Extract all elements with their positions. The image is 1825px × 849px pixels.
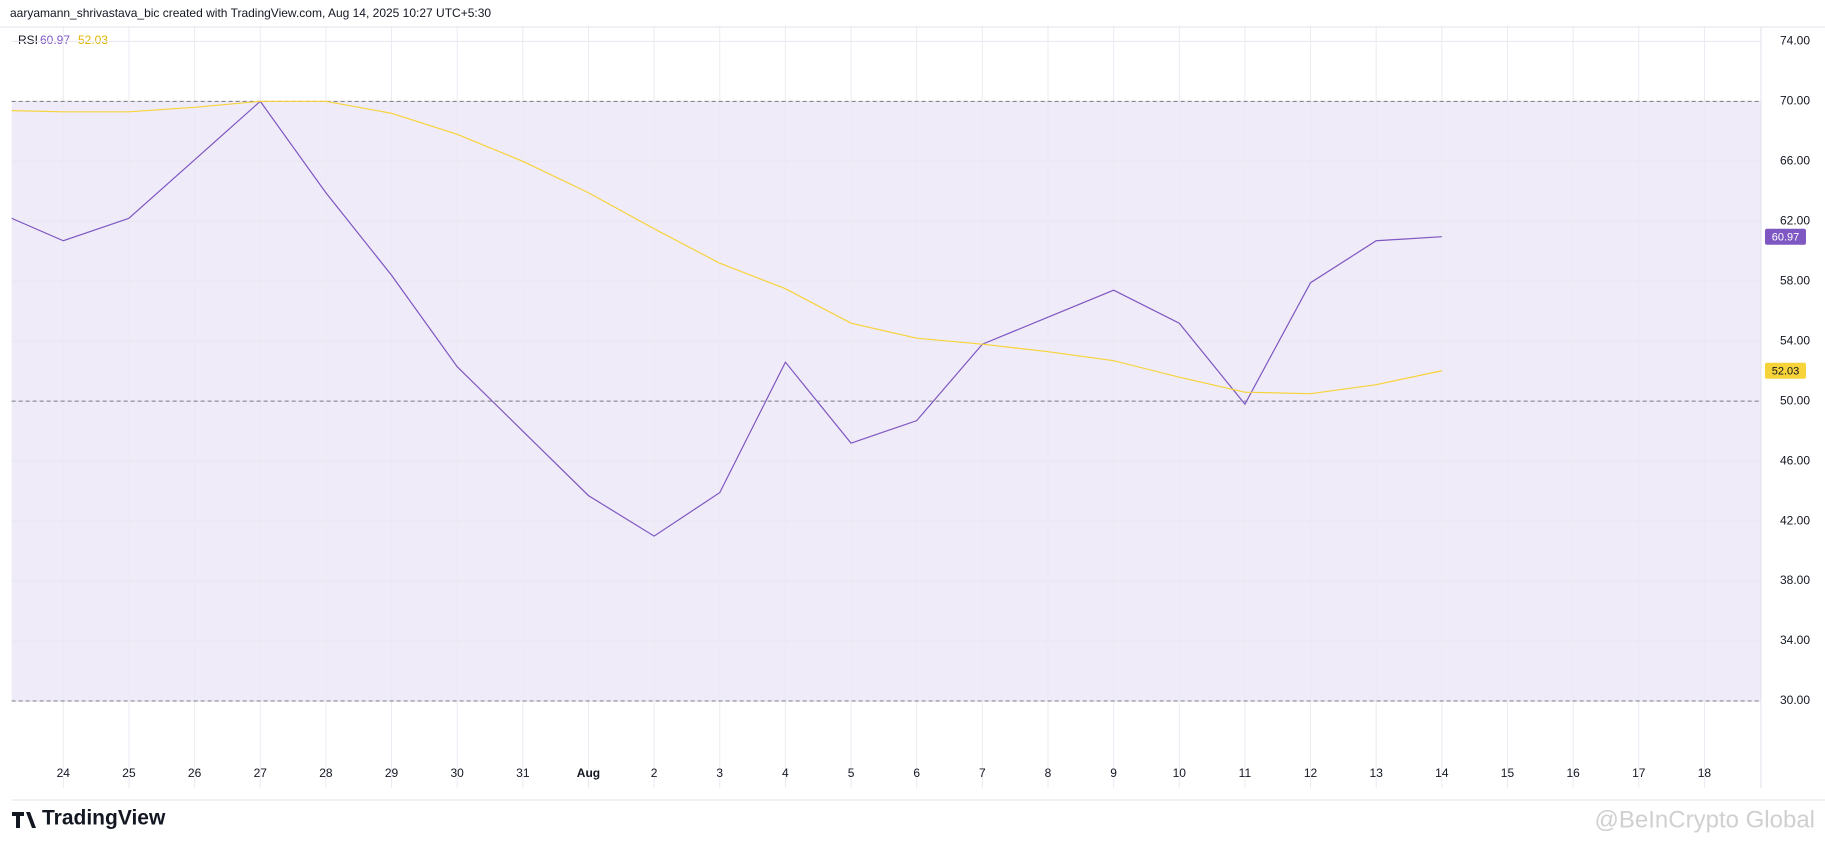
y-tick-label: 46.00 [1780, 453, 1810, 467]
x-tick-label: Aug [577, 766, 600, 780]
x-tick-label: 10 [1173, 766, 1187, 780]
x-tick-label: 28 [319, 766, 333, 780]
legend-ma-value: 52.03 [78, 33, 108, 47]
x-tick-label: 25 [122, 766, 136, 780]
x-tick-label: 3 [716, 766, 723, 780]
x-tick-label: 17 [1632, 766, 1646, 780]
x-tick-label: 5 [848, 766, 855, 780]
x-tick-label: 14 [1435, 766, 1449, 780]
series-line [11, 100, 1442, 537]
y-tick-label: 54.00 [1780, 333, 1810, 347]
header: aaryamann_shrivastava_bic created with T… [10, 6, 491, 20]
y-tick-label: 38.00 [1780, 573, 1810, 587]
x-tick-label: 6 [913, 766, 920, 780]
x-tick-label: 8 [1045, 766, 1052, 780]
last-value-label: 52.03 [1772, 366, 1800, 378]
x-tick-label: 11 [1239, 766, 1252, 780]
last-value-badge [1764, 362, 1806, 379]
x-tick-label: 2 [651, 766, 658, 780]
last-value-badge [1764, 228, 1806, 245]
y-tick-label: 42.00 [1780, 513, 1810, 527]
x-tick-label: 30 [451, 766, 465, 780]
x-tick-label: 9 [1110, 766, 1117, 780]
y-tick-label: 70.00 [1780, 93, 1810, 107]
y-tick-label: 30.00 [1780, 693, 1810, 707]
x-tick-label: 13 [1370, 766, 1384, 780]
y-tick-label: 74.00 [1780, 34, 1810, 48]
x-tick-label: 4 [782, 766, 789, 780]
y-tick-label: 34.00 [1780, 633, 1810, 647]
last-value-label: 60.97 [1772, 232, 1800, 244]
logo: TradingView [12, 807, 166, 830]
x-tick-label: 24 [57, 766, 71, 780]
x-tick-label: 26 [188, 766, 202, 780]
x-tick-label: 12 [1304, 766, 1318, 780]
x-tick-label: 29 [385, 766, 399, 780]
y-tick-label: 66.00 [1780, 153, 1810, 167]
y-tick-label: 62.00 [1780, 213, 1810, 227]
y-tick-label: 58.00 [1780, 273, 1810, 287]
y-tick-label: 50.00 [1780, 393, 1810, 407]
x-tick-label: 15 [1501, 766, 1515, 780]
series-line [11, 100, 1442, 395]
x-tick-label: 16 [1566, 766, 1580, 780]
x-tick-label: 18 [1698, 766, 1712, 780]
watermark: @BeInCrypto Global [1595, 806, 1815, 833]
logo-text: TradingView [42, 807, 166, 830]
x-tick-label: 7 [979, 766, 986, 780]
legend-title: RSI [18, 33, 38, 47]
legend-rsi-value: 60.97 [40, 33, 70, 47]
x-tick-label: 27 [254, 766, 268, 780]
x-tick-label: 31 [516, 766, 530, 780]
